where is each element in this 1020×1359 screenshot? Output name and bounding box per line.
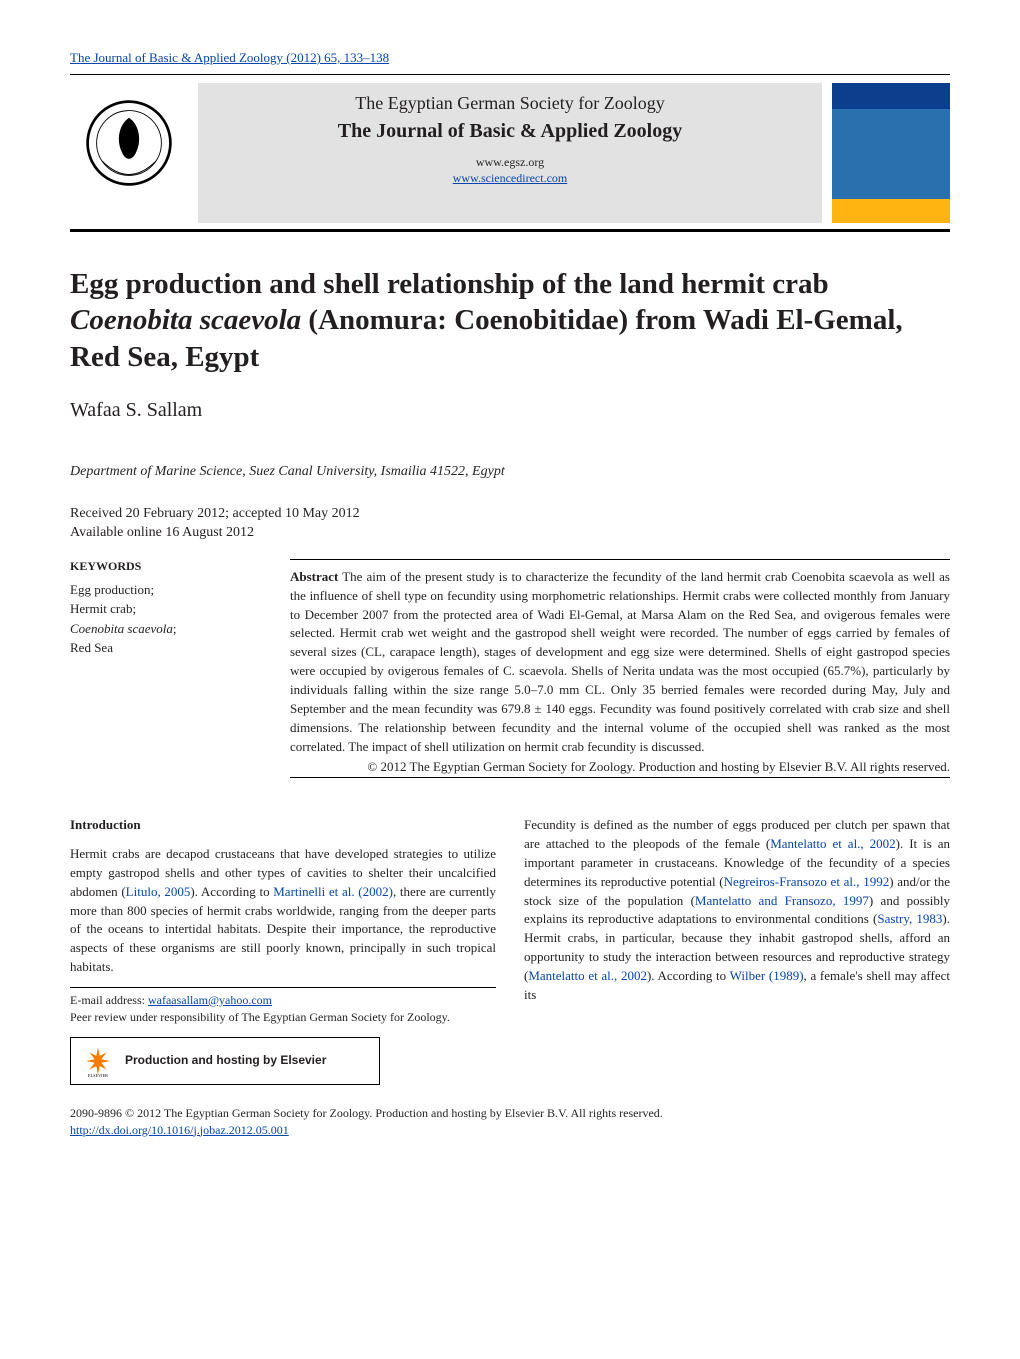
elsevier-label: ELSEVIER <box>88 1073 108 1078</box>
peer-review-note: Peer review under responsibility of The … <box>70 1009 496 1026</box>
abstract-copyright: © 2012 The Egyptian German Society for Z… <box>290 758 950 777</box>
issn-copyright: 2090-9896 © 2012 The Egyptian German Soc… <box>70 1105 950 1122</box>
ref-litulo-2005[interactable]: Litulo, 2005 <box>126 884 191 899</box>
email-line: E-mail address: wafaasallam@yahoo.com <box>70 992 496 1009</box>
ref-wilber-1989[interactable]: Wilber (1989) <box>730 968 804 983</box>
egsz-link[interactable]: www.egsz.org <box>208 155 812 171</box>
sciencedirect-link[interactable]: www.sciencedirect.com <box>208 171 812 187</box>
ref-mantelatto-2002a[interactable]: Mantelatto et al., 2002 <box>770 836 895 851</box>
footnote-block: E-mail address: wafaasallam@yahoo.com Pe… <box>70 987 496 1085</box>
article-history: Received 20 February 2012; accepted 10 M… <box>70 504 950 543</box>
ref-martinelli-2002[interactable]: Martinelli et al. (2002) <box>273 884 393 899</box>
title-pre: Egg production and shell relationship of… <box>70 268 829 300</box>
keyword-3-post: ; <box>173 621 177 636</box>
introduction-heading: Introduction <box>70 816 496 835</box>
abstract-bottom-rule <box>290 777 950 778</box>
journal-banner: The Egyptian German Society for Zoology … <box>198 83 822 223</box>
intro-paragraph-2: Fecundity is defined as the number of eg… <box>524 816 950 1004</box>
banner-links: www.egsz.org www.sciencedirect.com <box>208 155 812 186</box>
abstract-top-rule <box>290 559 950 560</box>
thick-rule <box>70 229 950 232</box>
journal-cover-thumb <box>832 83 950 223</box>
title-scientific-name: Coenobita scaevola <box>70 304 301 336</box>
hosting-box: ELSEVIER Production and hosting by Elsev… <box>70 1037 380 1085</box>
elsevier-logo-icon: ELSEVIER <box>81 1044 115 1078</box>
intro-p2-f: ). According to <box>647 968 730 983</box>
ref-sastry-1983[interactable]: Sastry, 1983 <box>877 911 942 926</box>
doi-link[interactable]: http://dx.doi.org/10.1016/j.jobaz.2012.0… <box>70 1122 950 1139</box>
running-head: The Journal of Basic & Applied Zoology (… <box>70 50 950 66</box>
keyword-1: Egg production; <box>70 580 250 600</box>
top-rule <box>70 74 950 75</box>
keyword-3-sci: Coenobita scaevola <box>70 621 173 636</box>
ref-mantelatto-2002b[interactable]: Mantelatto et al., 2002 <box>528 968 647 983</box>
page-footer: 2090-9896 © 2012 The Egyptian German Soc… <box>70 1105 950 1139</box>
author-name: Wafaa S. Sallam <box>70 399 950 422</box>
abstract-column: Abstract The aim of the present study is… <box>290 559 950 786</box>
author-affiliation: Department of Marine Science, Suez Canal… <box>70 464 950 480</box>
abstract-label: Abstract <box>290 569 338 584</box>
intro-p1-b: ). According to <box>190 884 273 899</box>
received-accepted: Received 20 February 2012; accepted 10 M… <box>70 504 950 524</box>
body-columns: Introduction Hermit crabs are decapod cr… <box>70 816 950 1085</box>
abstract-text: Abstract The aim of the present study is… <box>290 568 950 756</box>
abstract-body: The aim of the present study is to chara… <box>290 569 950 754</box>
hosting-text: Production and hosting by Elsevier <box>125 1052 326 1069</box>
available-online: Available online 16 August 2012 <box>70 523 950 543</box>
keywords-column: KEYWORDS Egg production; Hermit crab; Co… <box>70 559 250 786</box>
journal-name: The Journal of Basic & Applied Zoology <box>208 120 812 143</box>
keyword-4: Red Sea <box>70 638 250 658</box>
ref-negreiros-1992[interactable]: Negreiros-Fransozo et al., 1992 <box>724 874 890 889</box>
keyword-2: Hermit crab; <box>70 599 250 619</box>
society-name: The Egyptian German Society for Zoology <box>208 93 812 114</box>
author-email[interactable]: wafaasallam@yahoo.com <box>148 993 272 1007</box>
email-label: E-mail address: <box>70 993 148 1007</box>
masthead: The Egyptian German Society for Zoology … <box>70 83 950 223</box>
keywords-heading: KEYWORDS <box>70 559 250 574</box>
society-logo <box>70 83 188 203</box>
ref-mantelatto-1997[interactable]: Mantelatto and Fransozo, 1997 <box>695 893 869 908</box>
abstract-block: KEYWORDS Egg production; Hermit crab; Co… <box>70 559 950 786</box>
article-title: Egg production and shell relationship of… <box>70 266 950 375</box>
keywords-list: Egg production; Hermit crab; Coenobita s… <box>70 580 250 658</box>
intro-paragraph-1-part: Hermit crabs are decapod crustaceans tha… <box>70 845 496 977</box>
